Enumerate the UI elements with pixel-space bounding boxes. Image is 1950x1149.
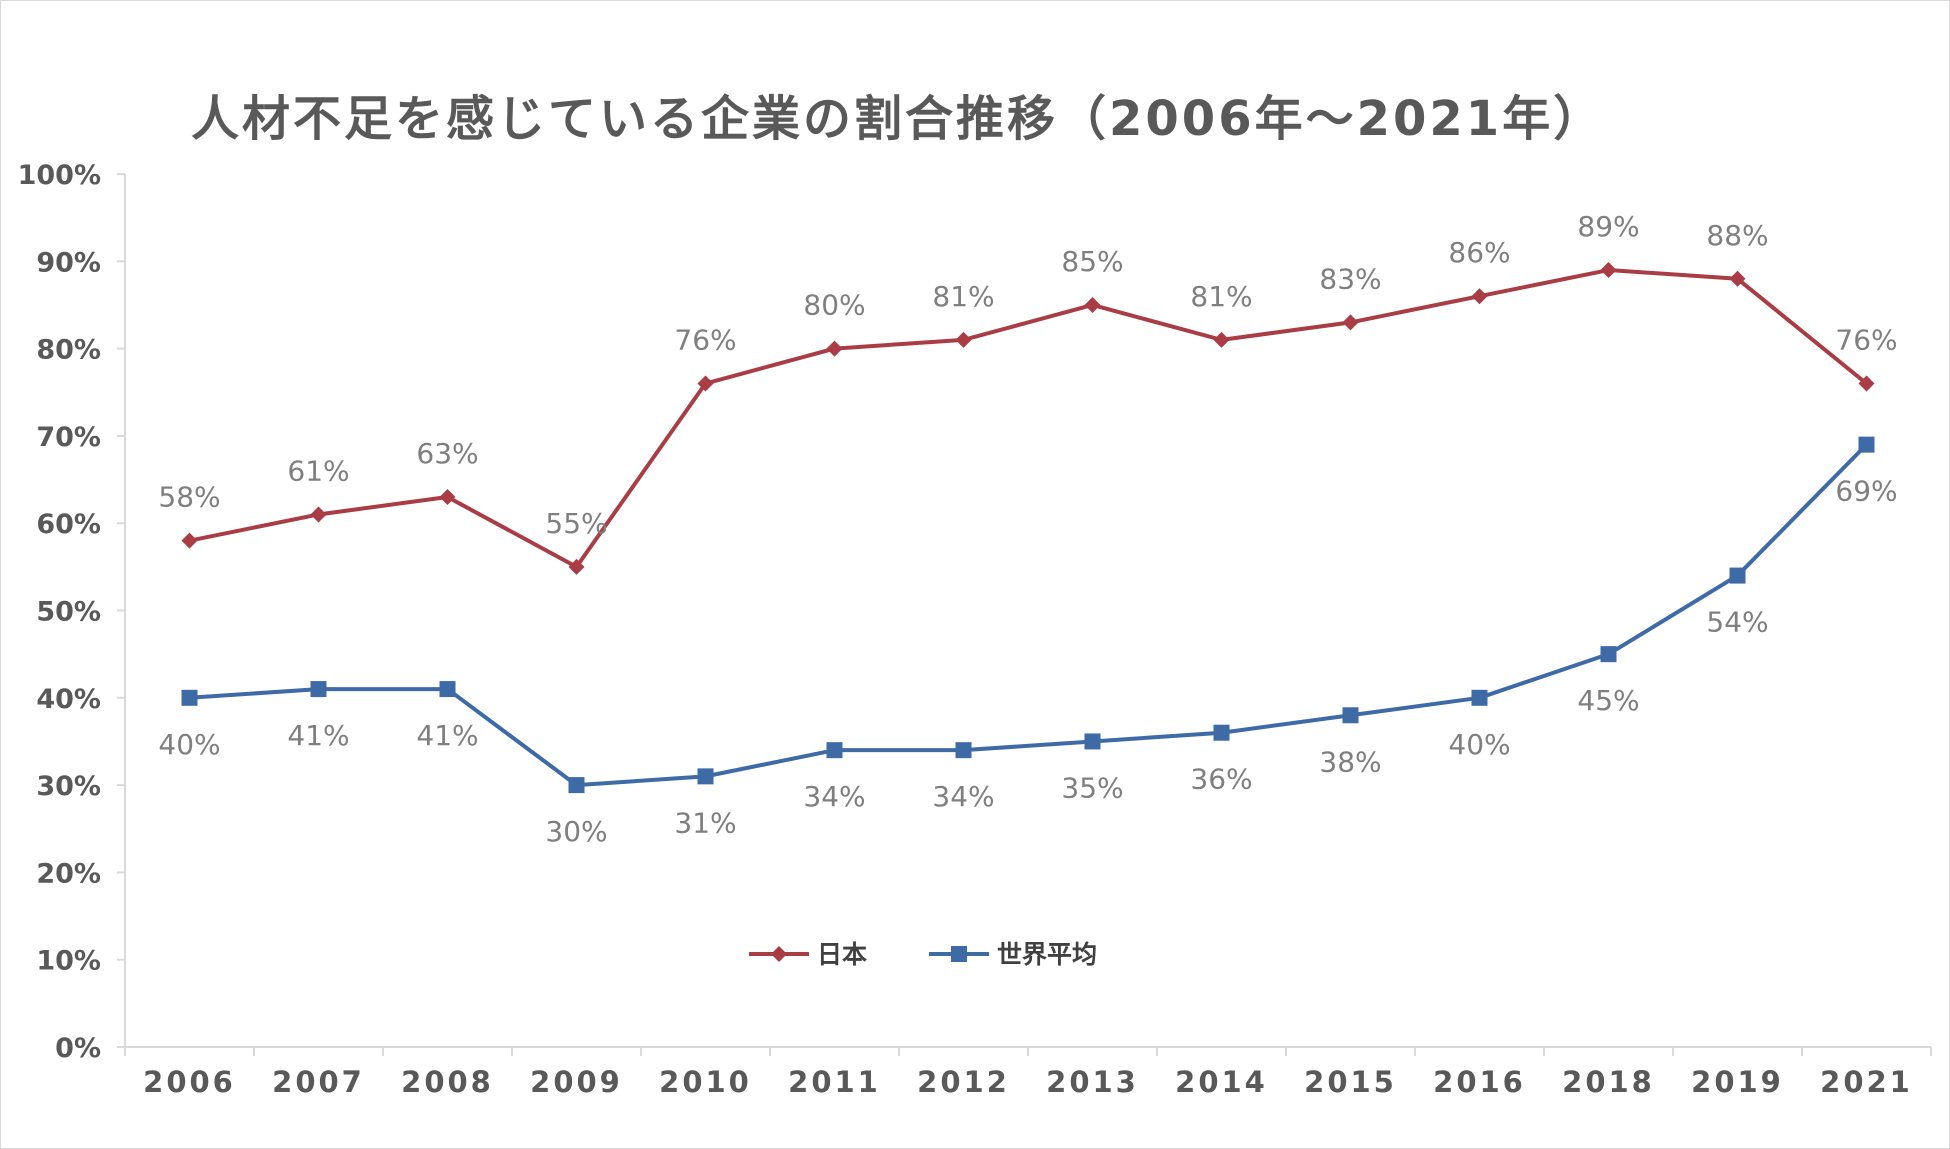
data-label: 83% [1319, 262, 1381, 295]
data-label: 81% [932, 280, 994, 313]
data-label: 31% [674, 806, 736, 839]
x-tick-label: 2021 [1820, 1065, 1913, 1099]
data-label: 81% [1190, 280, 1252, 313]
data-point [1729, 270, 1746, 287]
data-label: 34% [803, 780, 865, 813]
data-point [955, 742, 972, 759]
data-label: 58% [158, 481, 220, 514]
data-point [439, 681, 456, 698]
y-tick-label: 20% [36, 858, 101, 889]
x-tick-label: 2013 [1046, 1065, 1139, 1099]
x-tick-label: 2007 [272, 1065, 365, 1099]
data-point [1342, 707, 1359, 724]
x-tick-label: 2010 [659, 1065, 752, 1099]
x-tick-label: 2015 [1304, 1065, 1397, 1099]
data-point [1342, 314, 1359, 331]
data-point [1471, 288, 1488, 305]
y-tick-label: 100% [18, 160, 101, 191]
data-label: 76% [674, 324, 736, 357]
data-label: 89% [1577, 210, 1639, 243]
data-point [955, 331, 972, 348]
data-label: 36% [1190, 763, 1252, 796]
y-tick-label: 30% [36, 771, 101, 802]
y-tick-label: 50% [36, 597, 101, 628]
x-tick-label: 2011 [788, 1065, 881, 1099]
y-tick-label: 0% [55, 1033, 101, 1064]
series-layer: 58% 61% 63% 55% 76% 80% 81% 85% 81% 83% 86% 89% 88% 7… [158, 210, 1897, 848]
x-tick-label: 2019 [1691, 1065, 1784, 1099]
data-point [1858, 375, 1875, 392]
data-label: 61% [287, 454, 349, 487]
legend-label: 世界平均 [997, 940, 1097, 969]
series-1: 58% 61% 63% 55% 76% 80% 81% 85% 81% 83% 86% 89% 88% 7… [158, 210, 1898, 575]
data-point [1600, 646, 1617, 663]
x-tick-label: 2014 [1175, 1065, 1268, 1099]
series-2: 40% 41% 41% 30% 31% 34% 34% 35% 36% 38% 40% 45% 54% 6… [158, 436, 1898, 848]
data-point [826, 340, 843, 357]
data-label: 76% [1835, 324, 1897, 357]
data-point [310, 506, 327, 523]
data-label: 85% [1061, 245, 1123, 278]
data-point [1213, 331, 1230, 348]
chart-title: 人材不足を感じている企業の割合推移（2006年～2021年） [191, 91, 1605, 147]
data-point [310, 681, 327, 698]
data-point [1858, 436, 1875, 453]
x-tick-label: 2006 [143, 1065, 236, 1099]
data-point [568, 777, 585, 794]
legend-label: 日本 [817, 940, 867, 969]
data-label: 86% [1448, 236, 1510, 269]
data-label: 55% [545, 507, 607, 540]
data-point [1600, 262, 1617, 279]
axes: 0% 10% 20% 30% 40% 50% 60% 70% 80% 90% 100% 2006 200… [18, 160, 1932, 1099]
data-point [568, 558, 585, 575]
data-label: 41% [287, 719, 349, 752]
x-tick-label: 2008 [401, 1065, 494, 1099]
data-point [439, 489, 456, 506]
data-point [1213, 724, 1230, 741]
data-label: 80% [803, 289, 865, 322]
data-point [826, 742, 843, 759]
data-point [181, 689, 198, 706]
y-tick-label: 10% [36, 946, 101, 977]
data-label: 40% [1448, 728, 1510, 761]
data-label: 40% [158, 728, 220, 761]
legend-item-1: 日本 [749, 940, 867, 969]
data-point [1471, 689, 1488, 706]
y-tick-label: 70% [36, 422, 101, 453]
data-label: 30% [545, 815, 607, 848]
data-label: 63% [416, 437, 478, 470]
data-point [697, 375, 714, 392]
data-point [181, 532, 198, 549]
data-point [1729, 567, 1746, 584]
data-point [1084, 733, 1101, 750]
data-point [697, 768, 714, 785]
data-label: 35% [1061, 771, 1123, 804]
y-tick-label: 40% [36, 684, 101, 715]
data-label: 38% [1319, 745, 1381, 778]
legend-marker [771, 946, 787, 962]
legend-marker [951, 946, 967, 962]
series-line [189, 443, 1868, 788]
x-tick-label: 2016 [1433, 1065, 1526, 1099]
legend-item-2: 世界平均 [929, 940, 1097, 969]
y-tick-label: 80% [36, 335, 101, 366]
data-label: 54% [1706, 606, 1768, 639]
legend: 日本 世界平均 [749, 940, 1097, 969]
series-line [189, 268, 1868, 569]
data-label: 69% [1835, 475, 1897, 508]
data-label: 45% [1577, 684, 1639, 717]
x-tick-label: 2009 [530, 1065, 623, 1099]
y-tick-label: 60% [36, 509, 101, 540]
data-label: 34% [932, 780, 994, 813]
data-label: 41% [416, 719, 478, 752]
data-point [1084, 296, 1101, 313]
y-tick-label: 90% [36, 247, 101, 278]
x-tick-label: 2012 [917, 1065, 1010, 1099]
x-tick-label: 2018 [1562, 1065, 1655, 1099]
data-label: 88% [1706, 219, 1768, 252]
